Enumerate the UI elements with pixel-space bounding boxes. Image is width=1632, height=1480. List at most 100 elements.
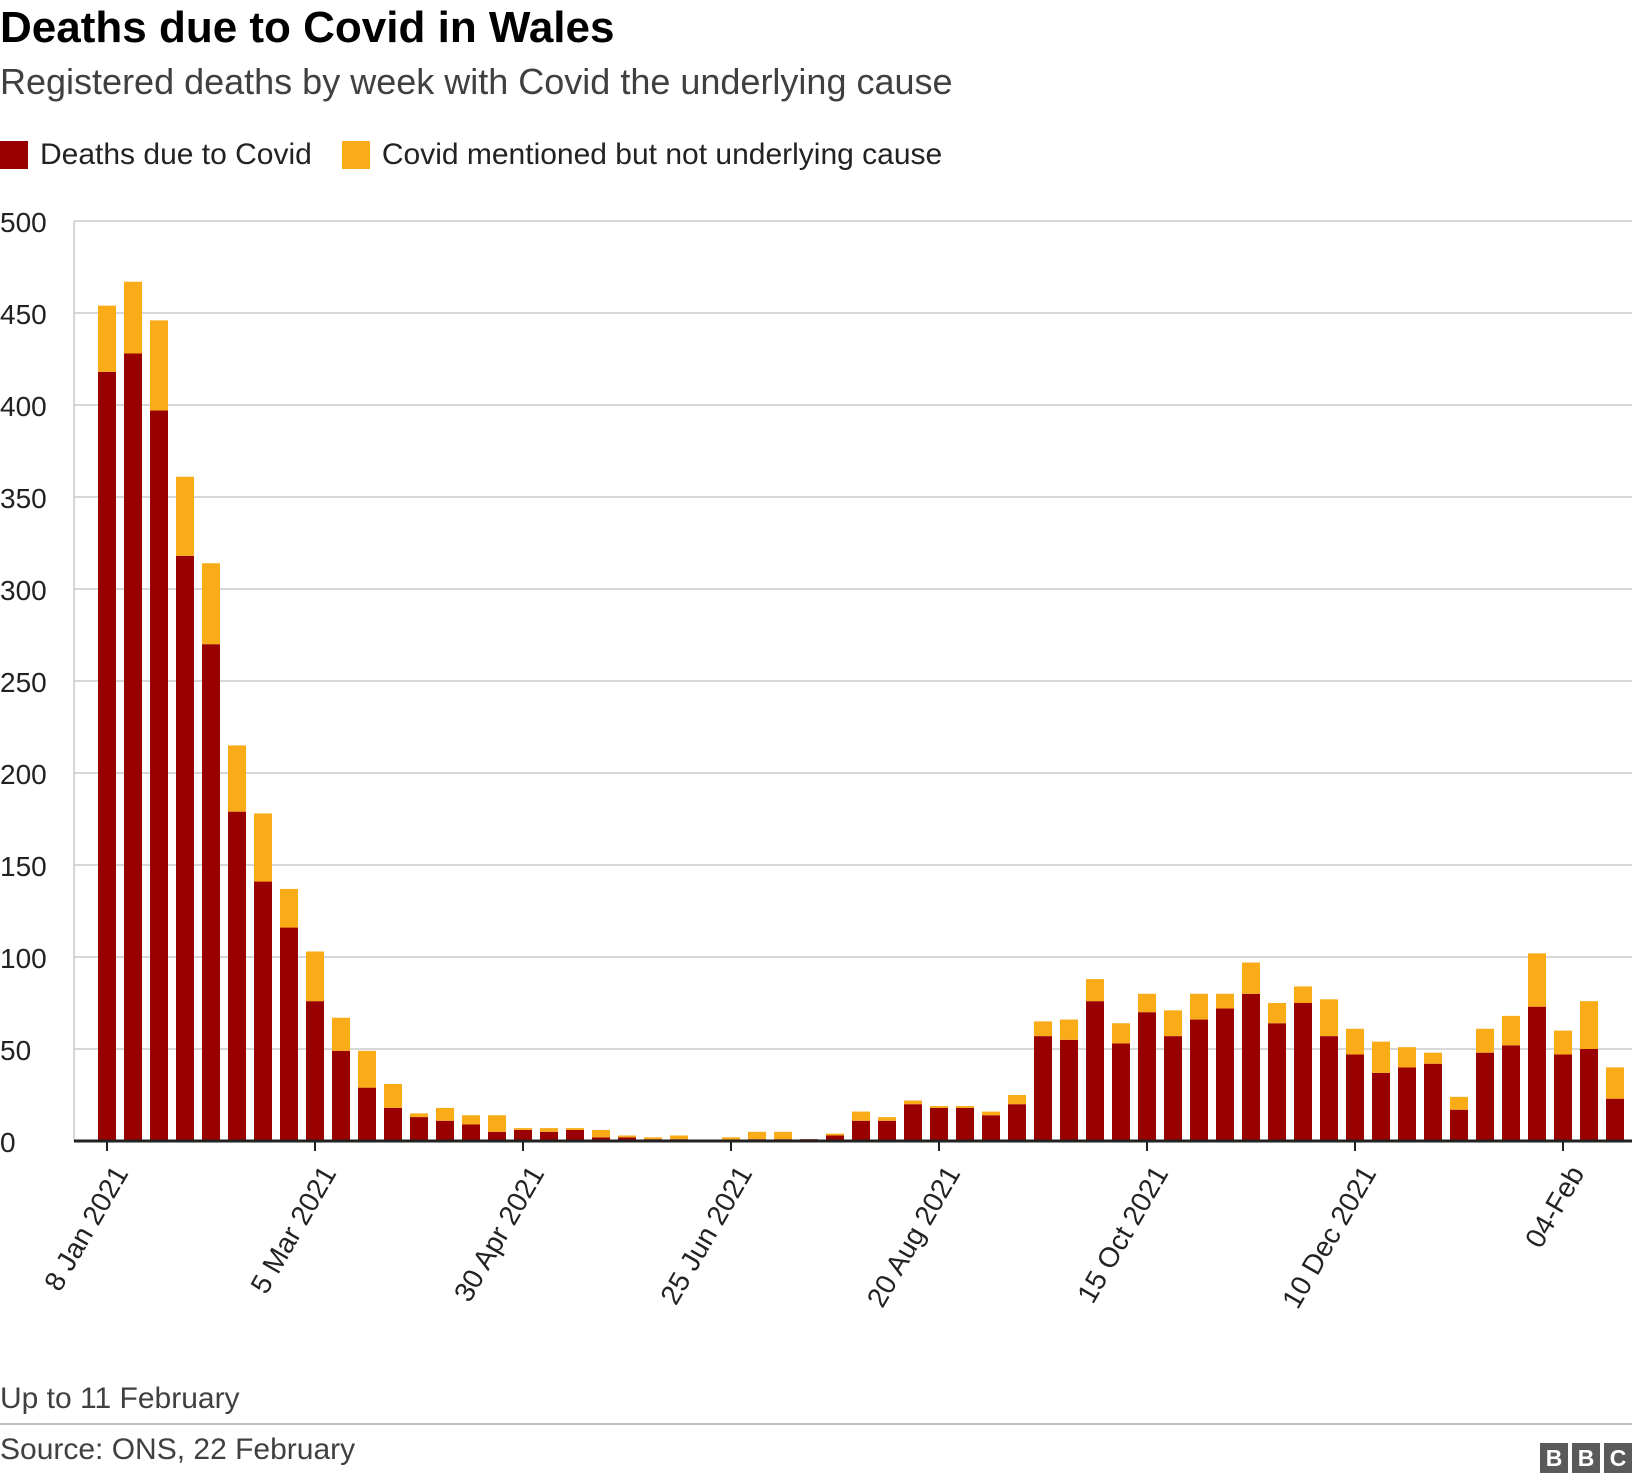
bar-mentioned: [540, 1128, 558, 1132]
bar-mentioned: [1034, 1021, 1052, 1037]
bar-mentioned: [1060, 1019, 1078, 1040]
bar-mentioned: [1372, 1041, 1390, 1073]
bar-deaths: [982, 1115, 1000, 1141]
bar-mentioned: [956, 1106, 974, 1108]
bar-mentioned: [306, 951, 324, 1002]
x-tick-label: 25 Jun 2021: [654, 1161, 758, 1310]
bar-deaths: [1112, 1043, 1130, 1141]
bar-mentioned: [1346, 1028, 1364, 1055]
bar-mentioned: [722, 1137, 740, 1141]
bar-mentioned: [1008, 1095, 1026, 1105]
bar-deaths: [1086, 1001, 1104, 1141]
bar-deaths: [1554, 1054, 1572, 1141]
logo-letter: B: [1572, 1443, 1600, 1473]
bar-mentioned: [1242, 962, 1260, 994]
y-tick-label: 250: [0, 667, 47, 698]
x-tick-label: 10 Dec 2021: [1276, 1161, 1382, 1314]
y-tick-label: 400: [0, 391, 47, 422]
bar-deaths: [956, 1107, 974, 1141]
bar-deaths: [306, 1001, 324, 1141]
bar-mentioned: [98, 305, 116, 372]
bar-mentioned: [254, 813, 272, 882]
bar-mentioned: [878, 1117, 896, 1121]
bar-deaths: [904, 1104, 922, 1141]
legend-label-deaths: Deaths due to Covid: [40, 138, 312, 171]
bar-deaths: [1190, 1019, 1208, 1141]
x-tick-label: 15 Oct 2021: [1071, 1161, 1174, 1309]
bar-mentioned: [1580, 1001, 1598, 1049]
y-tick-label: 0: [0, 1127, 16, 1158]
bar-deaths: [1060, 1039, 1078, 1141]
bar-deaths: [1528, 1006, 1546, 1141]
bar-deaths: [176, 555, 194, 1141]
bar-deaths: [1034, 1036, 1052, 1141]
bar-mentioned: [1554, 1030, 1572, 1055]
x-tick-label: 20 Aug 2021: [861, 1161, 966, 1313]
bar-mentioned: [1086, 979, 1104, 1002]
bar-mentioned: [124, 281, 142, 354]
bar-mentioned: [150, 320, 168, 411]
bar-mentioned: [748, 1131, 766, 1140]
bar-mentioned: [566, 1128, 584, 1130]
bar-mentioned: [852, 1111, 870, 1121]
bar-deaths: [436, 1120, 454, 1141]
bar-deaths: [1346, 1054, 1364, 1141]
y-tick-label: 450: [0, 299, 47, 330]
x-tick-label: 8 Jan 2021: [38, 1161, 134, 1297]
bar-deaths: [514, 1129, 532, 1141]
bar-mentioned: [332, 1017, 350, 1051]
bar-deaths: [826, 1135, 844, 1141]
bar-deaths: [98, 371, 116, 1141]
bar-deaths: [228, 811, 246, 1141]
chart-subtitle: Registered deaths by week with Covid the…: [0, 61, 953, 102]
footer-divider: [0, 1423, 1632, 1425]
bar-deaths: [1580, 1049, 1598, 1141]
logo-letter: C: [1604, 1443, 1632, 1473]
bar-mentioned: [280, 888, 298, 928]
bar-deaths: [410, 1117, 428, 1141]
bar-chart: 0 50 100 150 200 250 300 350 400 450 500 8 Jan 2021…: [0, 207, 1632, 1314]
y-tick-label: 300: [0, 575, 47, 606]
bar-mentioned: [1112, 1023, 1130, 1044]
legend: Deaths due to Covid Covid mentioned but …: [0, 135, 972, 175]
bar-mentioned: [358, 1050, 376, 1088]
bar-mentioned: [904, 1100, 922, 1105]
bar-deaths: [1164, 1036, 1182, 1141]
bar-mentioned: [514, 1128, 532, 1130]
bar-deaths: [1138, 1012, 1156, 1141]
bar-mentioned: [1164, 1010, 1182, 1037]
bar-deaths: [202, 644, 220, 1141]
bar-deaths: [1320, 1036, 1338, 1141]
bar-mentioned: [1320, 999, 1338, 1037]
bar-deaths: [1372, 1072, 1390, 1141]
legend-swatch-deaths: [0, 141, 28, 169]
bar-mentioned: [1190, 993, 1208, 1020]
bar-deaths: [1450, 1109, 1468, 1141]
source-text: Source: ONS, 22 February: [0, 1433, 356, 1466]
x-tick-label: 5 Mar 2021: [245, 1161, 343, 1299]
y-tick-label: 50: [0, 1035, 31, 1066]
bar-deaths: [566, 1129, 584, 1141]
bar-mentioned: [228, 745, 246, 812]
bar-deaths: [1268, 1023, 1286, 1141]
bar-deaths: [592, 1137, 610, 1141]
legend-swatch-mentioned: [341, 141, 370, 169]
bar-deaths: [124, 353, 142, 1141]
bar-deaths: [462, 1124, 480, 1141]
bar-deaths: [254, 881, 272, 1141]
bar-mentioned: [1398, 1047, 1416, 1068]
y-tick-label: 100: [0, 943, 47, 974]
bar-deaths: [1242, 993, 1260, 1141]
bar-mentioned: [1528, 953, 1546, 1007]
bar-mentioned: [436, 1107, 454, 1121]
legend-item-deaths: Deaths due to Covid: [0, 138, 312, 172]
bar-deaths: [1398, 1067, 1416, 1141]
bar-mentioned: [1450, 1096, 1468, 1110]
bar-mentioned: [930, 1106, 948, 1108]
bar-mentioned: [1476, 1028, 1494, 1053]
bar-deaths: [1424, 1063, 1442, 1141]
bar-deaths: [384, 1107, 402, 1141]
bar-mentioned: [1138, 993, 1156, 1013]
bar-deaths: [852, 1120, 870, 1141]
bar-mentioned: [1606, 1067, 1624, 1099]
